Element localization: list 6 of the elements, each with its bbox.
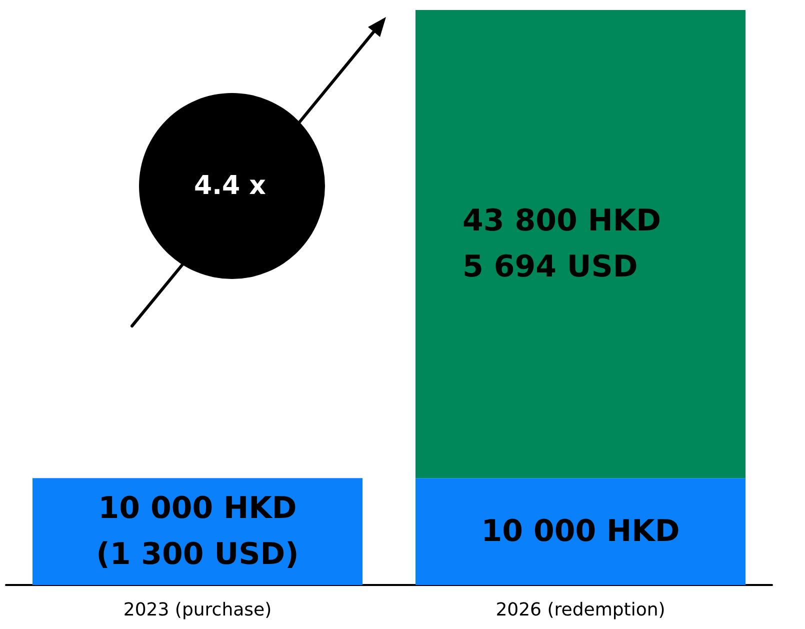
data-label: 10 000 HKD (1 300 USD) [96, 491, 299, 572]
x-tick-label: 2026 (redemption) [496, 600, 666, 620]
data-label: 43 800 HKD 5 694 USD [462, 204, 662, 285]
annotation: 4.4 x [194, 171, 266, 201]
data-label: 10 000 HKD [481, 514, 680, 550]
x-tick-label: 2023 (purchase) [123, 600, 272, 620]
